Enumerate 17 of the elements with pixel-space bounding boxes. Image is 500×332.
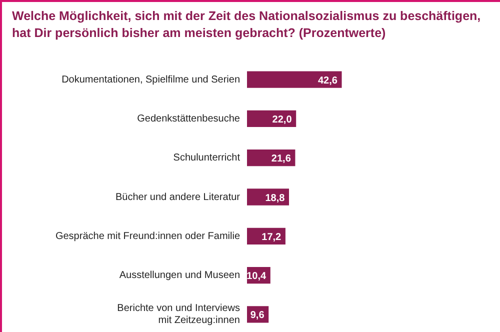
y-tick-label: Berichte von und Interviews mit Zeitzeug:innen <box>117 303 240 326</box>
y-tick-label: Dokumentationen, Spielfilme und Serien <box>62 74 240 86</box>
data-label: 22,0 <box>272 114 292 126</box>
bar <box>247 188 290 206</box>
y-tick-label: Gedenkstättenbesuche <box>137 113 240 124</box>
data-label: 42,6 <box>318 75 338 86</box>
y-tick-label: Ausstellungen und Museen <box>119 270 240 282</box>
data-label: 9,6 <box>250 310 265 322</box>
chart-title: Welche Möglichkeit, sich mit der Zeit des Nationalsozialismus zu beschäftigen, hat Dir persönlich bisher am meisten gebracht? (Prozentwerte) <box>12 8 482 42</box>
data-label: 18,8 <box>265 192 286 204</box>
data-label: 10,4 <box>246 271 266 282</box>
y-tick-label: Gespräche mit Freund:innen oder Familie <box>55 230 240 242</box>
data-label: 17,2 <box>262 232 282 243</box>
y-tick-label: Schulunterricht <box>173 152 240 164</box>
bar <box>247 71 342 88</box>
data-label: 21,6 <box>271 154 292 165</box>
y-tick-label: Bücher und andere Literatur <box>115 192 241 203</box>
